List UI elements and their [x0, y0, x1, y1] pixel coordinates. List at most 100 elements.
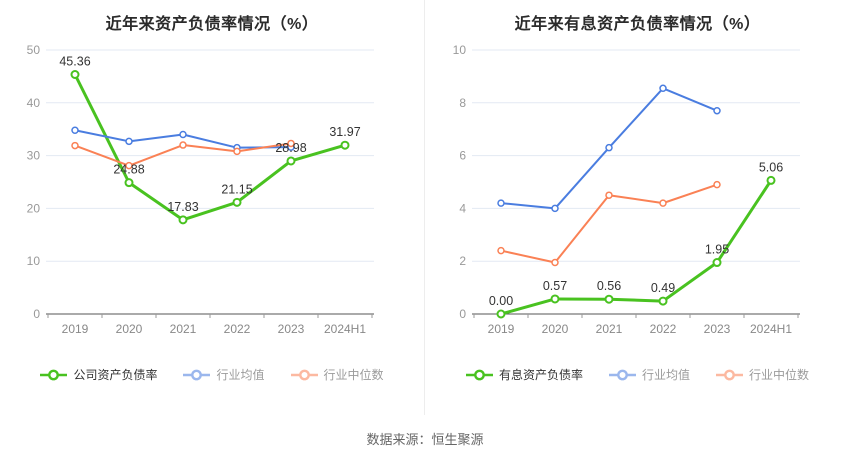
x-tick-label: 2023: [703, 322, 730, 336]
data-point-marker[interactable]: [658, 296, 667, 306]
chart-interest-liability: 近年来有息资产负债率情况（%） 0 2 4 6 8 10 2019 2020 2021 2022 2…: [424, 0, 850, 415]
y-tick-label: 4: [459, 201, 466, 215]
legend-item[interactable]: 行业中位数: [290, 366, 384, 383]
data-point-marker[interactable]: [712, 258, 721, 268]
x-tick-label: 2020: [541, 322, 568, 336]
x-tick-label: 2020: [116, 322, 143, 336]
x-tick-label: 2024H1: [749, 322, 791, 336]
data-point-marker[interactable]: [178, 215, 188, 225]
data-point-marker[interactable]: [71, 126, 79, 135]
series-line: [73, 72, 347, 222]
line-chart-canvas: 0 10 20 30 40 50 2019 2020 2021 2022 2023 2024H1 45.…: [27, 43, 374, 336]
data-point-label: 24.88: [113, 163, 144, 177]
data-point-marker[interactable]: [286, 156, 296, 166]
x-tick-label: 2022: [224, 322, 251, 336]
data-point-label: 0.56: [596, 279, 620, 293]
data-point-marker[interactable]: [124, 178, 134, 188]
legend-label: 行业均值: [641, 368, 690, 382]
data-point-marker[interactable]: [179, 141, 187, 149]
legend-line-icon: [465, 369, 493, 380]
data-point-label: 1.95: [704, 243, 728, 257]
y-tick-label: 8: [459, 96, 466, 110]
data-point-label: 31.97: [329, 125, 360, 139]
chart-title-asset-liability: 近年来资产负债率情况（%）: [105, 16, 319, 33]
x-tick-label: 2021: [170, 322, 197, 336]
data-point-marker[interactable]: [550, 204, 559, 213]
legend-line-icon: [716, 369, 743, 380]
charts-row: 近年来资产负债率情况（%） 0 10 20 30 40 50 2019 2020 2021 202…: [0, 0, 850, 415]
data-point-marker[interactable]: [604, 143, 613, 152]
data-point-marker[interactable]: [496, 309, 505, 319]
y-tick-label: 6: [459, 149, 466, 163]
data-point-marker[interactable]: [179, 130, 187, 139]
data-point-marker[interactable]: [340, 140, 350, 150]
x-tick-label: 2024H1: [324, 322, 366, 336]
y-tick-label: 0: [33, 307, 40, 321]
x-tick-label: 2019: [62, 322, 89, 336]
data-point-marker[interactable]: [712, 180, 721, 189]
x-tick-label: 2022: [649, 322, 676, 336]
legend-item[interactable]: 有息资产负债率: [465, 366, 583, 383]
data-point-marker[interactable]: [766, 175, 775, 185]
data-point-marker[interactable]: [550, 294, 559, 304]
y-tick-label: 10: [27, 254, 41, 268]
y-tick-label: 40: [27, 96, 41, 110]
legend-label: 行业中位数: [749, 368, 810, 382]
data-point-label: 17.83: [167, 200, 198, 214]
data-point-marker[interactable]: [604, 294, 613, 304]
data-point-marker[interactable]: [232, 197, 242, 207]
legend-item[interactable]: 行业中位数: [716, 366, 809, 383]
chart-plot-asset-liability: 0 10 20 30 40 50 2019 2020 2021 2022 2023 2024H1 45.…: [0, 34, 424, 346]
data-point-marker[interactable]: [550, 258, 559, 267]
legend-item[interactable]: 行业均值: [183, 366, 265, 383]
legend-asset-liability: 公司资产负债率 行业均值 行业中位数: [0, 366, 424, 383]
data-point-label: 0.49: [650, 281, 674, 295]
data-point-marker[interactable]: [658, 84, 667, 93]
data-point-marker[interactable]: [70, 69, 80, 79]
y-tick-label: 2: [459, 254, 466, 268]
data-point-marker[interactable]: [604, 191, 613, 199]
legend-label: 行业均值: [216, 368, 265, 382]
data-point-label: 0.57: [542, 279, 566, 293]
data-point-marker[interactable]: [496, 246, 505, 255]
y-tick-label: 0: [459, 307, 466, 321]
y-tick-label: 50: [27, 43, 41, 57]
y-tick-label: 20: [27, 201, 41, 215]
data-point-marker[interactable]: [125, 161, 133, 170]
x-tick-label: 2023: [278, 322, 305, 336]
legend-marker: [724, 369, 735, 380]
chart-plot-interest-liability: 0 2 4 6 8 10 2019 2020 2021 2022 2023 2024H1 0.00 0.5…: [425, 34, 850, 346]
legend-line-icon: [40, 369, 68, 380]
chart-title-interest-liability: 近年来有息资产负债率情况（%）: [514, 16, 761, 33]
legend-interest-liability: 有息资产负债率 行业均值 行业中位数: [425, 366, 850, 383]
legend-marker: [617, 369, 628, 380]
data-point-marker[interactable]: [658, 199, 667, 207]
x-tick-label: 2019: [487, 322, 514, 336]
data-point-marker[interactable]: [233, 147, 241, 156]
data-point-marker[interactable]: [125, 137, 133, 146]
data-point-marker[interactable]: [71, 141, 79, 150]
y-tick-label: 30: [27, 149, 41, 163]
x-tick-label: 2021: [595, 322, 622, 336]
legend-line-icon: [608, 369, 636, 380]
legend-marker: [298, 369, 310, 380]
data-point-marker[interactable]: [712, 106, 721, 115]
legend-line-icon: [183, 369, 211, 380]
legend-line-icon: [290, 369, 318, 380]
legend-item[interactable]: 行业均值: [608, 366, 690, 383]
legend-item[interactable]: 公司资产负债率: [40, 366, 157, 383]
legend-marker: [474, 369, 485, 380]
legend-label: 有息资产负债率: [498, 368, 583, 382]
data-point-label: 0.00: [488, 294, 512, 308]
series-line: [499, 178, 772, 316]
legend-label: 公司资产负债率: [73, 368, 158, 382]
data-point-marker[interactable]: [496, 199, 505, 207]
data-point-label: 45.36: [59, 54, 90, 68]
data-point-marker[interactable]: [287, 139, 295, 148]
data-source-text: 数据来源：恒生聚源: [366, 432, 484, 447]
data-point-label: 5.06: [758, 160, 782, 174]
legend-label: 行业中位数: [323, 368, 384, 382]
data-point-label: 21.15: [221, 182, 252, 196]
line-chart-canvas: 0 2 4 6 8 10 2019 2020 2021 2022 2023 2024H1 0.00 0.5…: [452, 43, 800, 336]
